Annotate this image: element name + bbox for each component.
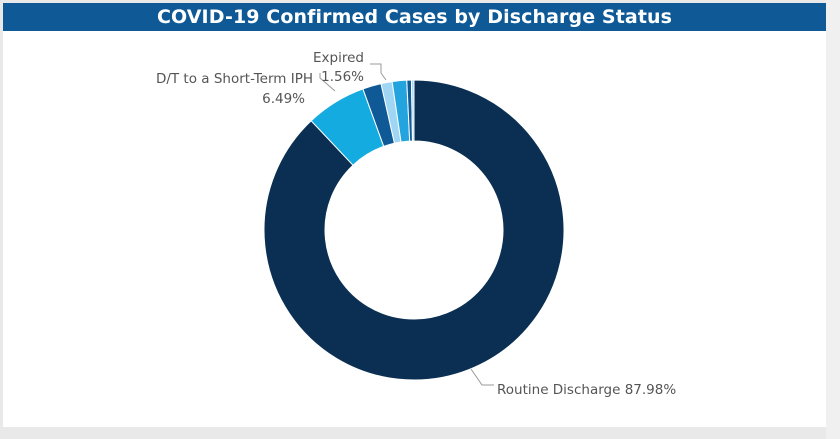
scrollbar-gutter	[826, 0, 840, 439]
leader-line-dt	[319, 73, 336, 92]
chart-title: COVID-19 Confirmed Cases by Discharge St…	[156, 6, 673, 28]
donut-slice-routine-discharge[interactable]	[263, 79, 565, 381]
leader-line-expired	[370, 63, 387, 81]
label-dt-value: 6.49%	[262, 91, 305, 107]
donut-slice-6[interactable]	[410, 79, 415, 142]
label-routine-discharge: Routine Discharge 87.98%	[497, 382, 676, 398]
label-expired-name: Expired	[313, 50, 364, 66]
title-bar: COVID-19 Confirmed Cases by Discharge St…	[3, 3, 826, 31]
label-dt-name: D/T to a Short-Term IPH	[156, 71, 313, 87]
donut-slices	[263, 79, 565, 381]
leader-line-routine	[470, 368, 494, 386]
label-expired-value: 1.56%	[321, 69, 364, 85]
